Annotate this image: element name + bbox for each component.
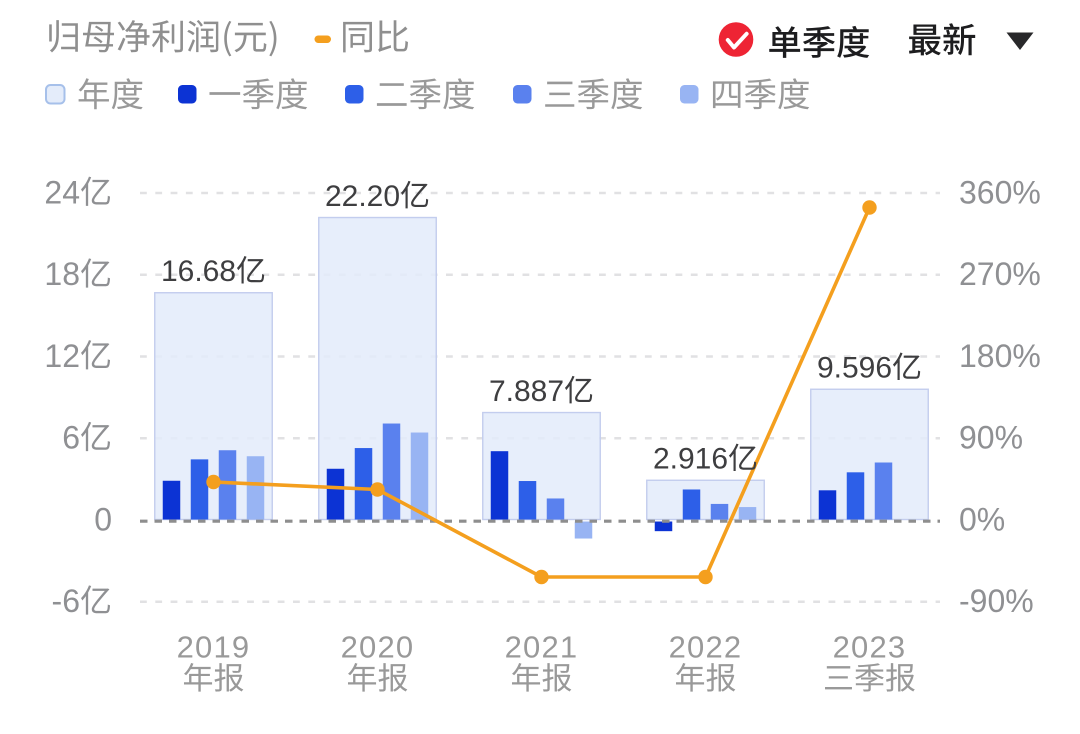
svg-text:-90%: -90%: [959, 583, 1034, 619]
svg-text:7.887: 7.887: [489, 375, 564, 408]
svg-text:0: 0: [94, 501, 112, 537]
svg-text:-6: -6: [52, 583, 80, 619]
svg-text:2020: 2020: [341, 629, 415, 664]
svg-text:6: 6: [62, 420, 80, 456]
svg-text:270%: 270%: [959, 256, 1041, 292]
svg-text:2023: 2023: [833, 629, 907, 664]
svg-text:2.916: 2.916: [653, 443, 728, 476]
svg-text:24: 24: [44, 174, 80, 210]
svg-text:2021: 2021: [505, 629, 579, 664]
svg-text:90%: 90%: [959, 420, 1023, 456]
svg-text:9.596: 9.596: [817, 352, 892, 385]
svg-text:22.20: 22.20: [325, 180, 400, 213]
svg-text:18: 18: [44, 256, 80, 292]
svg-text:180%: 180%: [959, 338, 1041, 374]
svg-text:2022: 2022: [669, 629, 743, 664]
svg-text:0%: 0%: [959, 501, 1005, 537]
svg-text:2019: 2019: [177, 629, 251, 664]
svg-text:16.68: 16.68: [161, 255, 236, 288]
svg-text:360%: 360%: [959, 174, 1041, 210]
svg-text:12: 12: [44, 338, 80, 374]
